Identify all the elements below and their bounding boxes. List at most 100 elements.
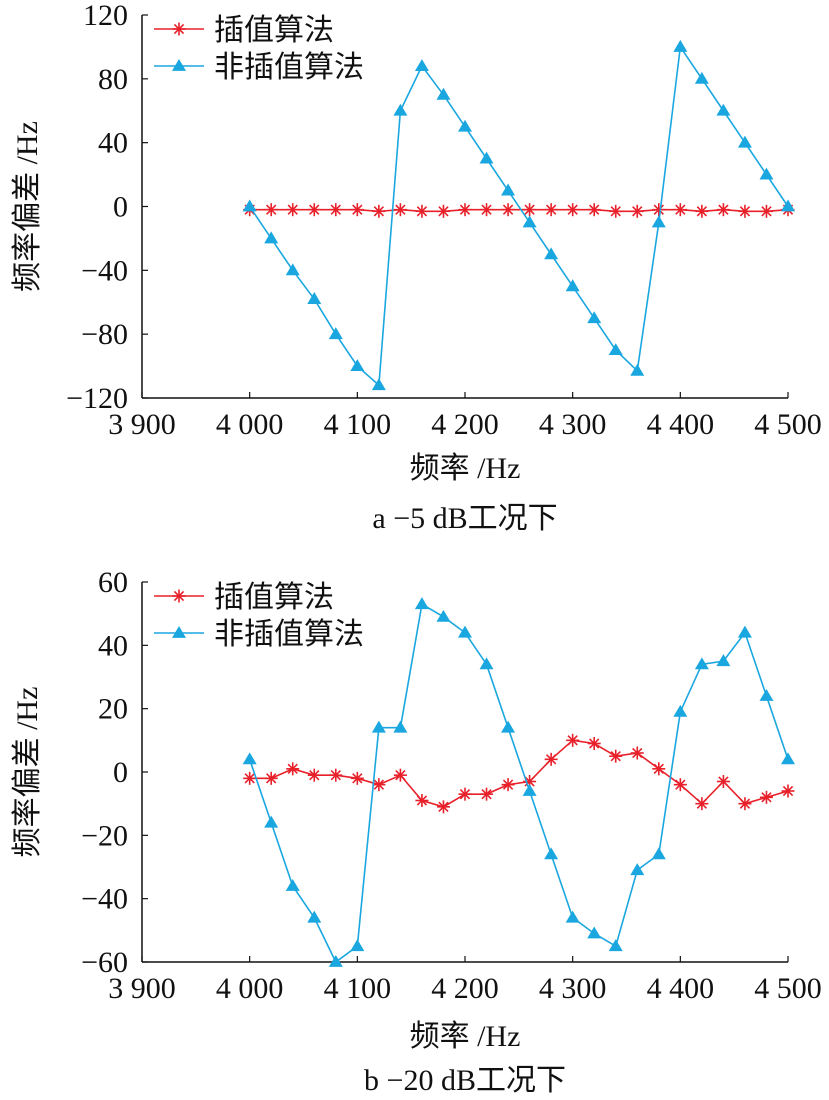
y-axis-label: 频率偏差 /Hz: [11, 687, 44, 858]
x-tick-label: 4 100: [324, 408, 392, 441]
triangle-marker: [694, 657, 709, 670]
asterisk-marker: [696, 206, 708, 217]
asterisk-marker: [266, 773, 277, 784]
x-axis-label: 频率 /Hz: [410, 452, 521, 485]
chart-a: 3 900 4 000 4 100 4 200 4 300 4 400 4 500 −120 −…: [11, 0, 822, 535]
asterisk-marker: [244, 773, 255, 784]
triangle-marker: [436, 609, 451, 622]
y-tick-label: 0: [113, 191, 128, 224]
triangle-marker: [350, 939, 365, 952]
x-tick-label: 4 000: [216, 408, 284, 441]
asterisk-marker: [632, 747, 643, 759]
asterisk-marker: [567, 735, 578, 746]
asterisk-marker: [610, 751, 621, 762]
asterisk-marker: [610, 206, 621, 217]
asterisk-marker: [352, 773, 363, 784]
x-tick-label: 4 000: [216, 972, 284, 1005]
legend-label: 非插值算法: [214, 51, 364, 84]
triangle-marker: [673, 704, 688, 717]
asterisk-marker: [287, 204, 298, 215]
asterisk-marker: [567, 204, 578, 215]
triangle-marker: [414, 597, 429, 610]
asterisk-marker: [287, 763, 298, 774]
asterisk-marker: [459, 789, 471, 800]
asterisk-marker: [330, 770, 341, 781]
triangle-marker: [673, 39, 688, 52]
triangle-marker: [716, 103, 731, 116]
triangle-marker: [694, 71, 709, 84]
asterisk-marker: [632, 206, 643, 217]
triangle-marker: [759, 689, 774, 701]
legend-label: 插值算法: [214, 581, 334, 614]
triangle-marker: [651, 215, 666, 228]
asterisk-marker: [481, 789, 492, 800]
triangle-marker: [307, 910, 322, 923]
y-tick-label: 120: [83, 0, 128, 32]
x-tick-label: 4 300: [539, 408, 607, 441]
triangle-marker: [737, 625, 752, 638]
series-line-interp: [249, 739, 789, 808]
asterisk-marker: [761, 792, 772, 803]
y-tick-label: −120: [66, 382, 128, 415]
asterisk-marker: [718, 776, 729, 787]
triangle-marker: [350, 359, 365, 371]
asterisk-marker: [653, 204, 664, 215]
y-tick-label: −40: [81, 254, 128, 287]
x-tick-label: 4 200: [431, 408, 499, 441]
triangle-marker: [479, 151, 494, 164]
asterisk-marker: [589, 738, 600, 749]
asterisk-marker: [416, 795, 428, 806]
y-tick-label: 40: [98, 629, 128, 662]
triangle-marker: [172, 626, 186, 638]
triangle-marker: [393, 720, 408, 733]
y-tick-label: −60: [81, 946, 128, 979]
series-line-noninterp: [249, 44, 789, 387]
asterisk-marker: [309, 204, 320, 215]
legend-label: 非插值算法: [214, 618, 364, 651]
triangle-marker: [458, 625, 472, 638]
asterisk-marker: [481, 204, 492, 215]
triangle-marker: [587, 926, 602, 939]
y-tick-label: −40: [81, 883, 128, 916]
triangle-marker: [393, 103, 408, 116]
x-tick-label: 4 500: [754, 408, 822, 441]
asterisk-marker: [438, 206, 449, 217]
triangle-marker: [501, 720, 516, 733]
y-tick-label: 0: [113, 756, 128, 789]
triangle-marker: [479, 657, 494, 670]
x-tick-label: 3 900: [108, 408, 176, 441]
asterisk-marker: [266, 204, 277, 215]
x-tick-label: 4 400: [647, 408, 715, 441]
triangle-marker: [371, 378, 386, 391]
triangle-marker: [759, 167, 774, 180]
asterisk-marker: [173, 23, 185, 35]
asterisk-marker: [718, 204, 729, 215]
asterisk-marker: [352, 204, 363, 215]
asterisk-marker: [502, 779, 514, 790]
asterisk-marker: [782, 785, 794, 797]
triangle-marker: [285, 879, 300, 891]
triangle-marker: [328, 327, 343, 340]
chart-caption: b −20 dB工况下: [364, 1064, 566, 1097]
asterisk-marker: [761, 206, 772, 217]
asterisk-marker: [545, 754, 557, 765]
asterisk-marker: [309, 770, 320, 781]
triangle-marker: [781, 752, 795, 765]
triangle-marker: [414, 59, 429, 71]
asterisk-marker: [373, 779, 385, 790]
asterisk-marker: [395, 204, 406, 215]
y-tick-label: −20: [81, 819, 128, 852]
triangle-marker: [458, 119, 472, 132]
asterisk-marker: [675, 779, 686, 790]
legend-label: 插值算法: [214, 14, 334, 47]
triangle-marker: [522, 784, 537, 796]
x-axis-label: 频率 /Hz: [410, 1020, 521, 1053]
asterisk-marker: [438, 801, 449, 812]
asterisk-marker: [173, 590, 185, 602]
triangle-marker: [737, 135, 752, 148]
triangle-marker: [501, 183, 516, 196]
x-tick-label: 4 300: [539, 972, 607, 1005]
asterisk-marker: [675, 204, 686, 215]
triangle-marker: [565, 910, 580, 923]
triangle-marker: [371, 720, 386, 733]
